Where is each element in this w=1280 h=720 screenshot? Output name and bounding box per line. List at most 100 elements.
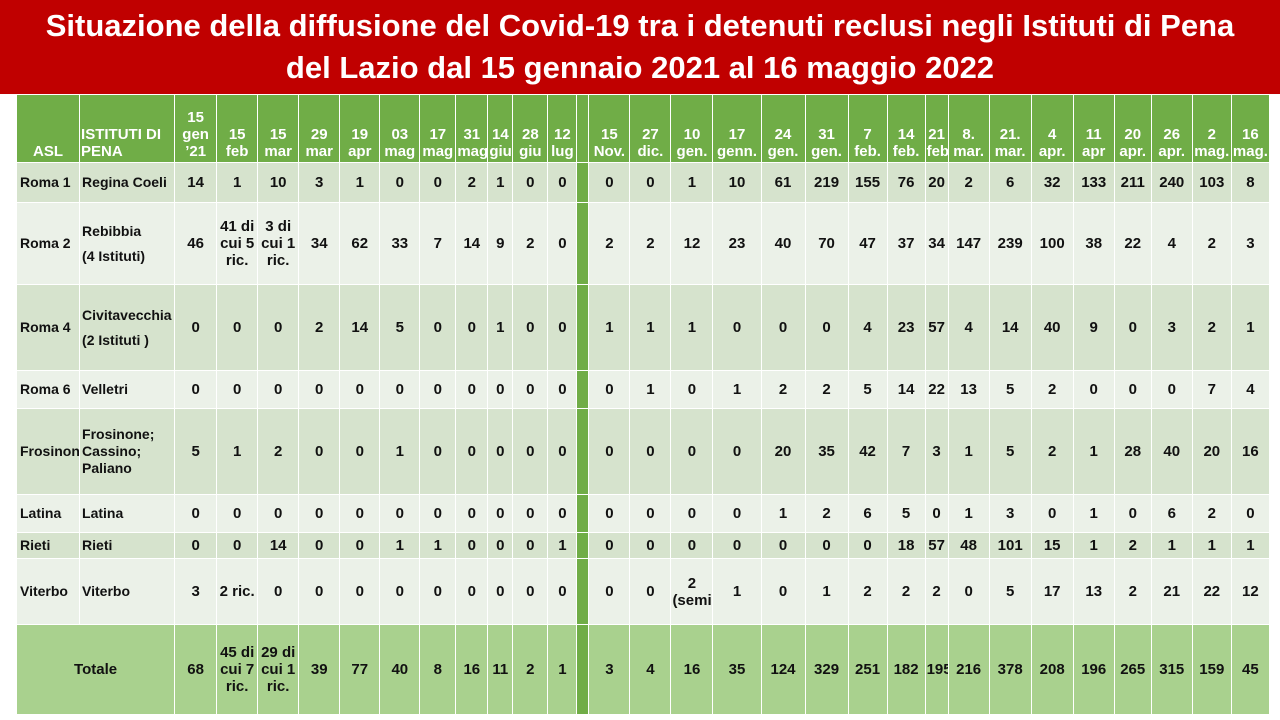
value-cell: 2 (804, 370, 849, 409)
value-cell: 0 (298, 558, 341, 625)
value-cell: 0 (1030, 494, 1074, 533)
header-date: 31 gen. (804, 94, 849, 163)
value-cell: 0 (487, 408, 514, 495)
value-cell: 2 (804, 494, 849, 533)
value-cell: 0 (216, 370, 259, 409)
header-date: 15 feb (216, 94, 259, 163)
value-cell: 3 (174, 558, 218, 625)
value-cell: 14 (339, 284, 381, 371)
value-cell: 22 (1191, 558, 1232, 625)
table-row: Viterbo Viterbo 3 2 ric. 0 0 0 0 0 0 0 0 0 0 0 2 (semil… (15, 558, 1271, 625)
value-cell: 0 (455, 370, 489, 409)
value-cell: 10 (712, 162, 762, 203)
value-cell: 57 (924, 532, 949, 559)
value-cell: 0 (1072, 370, 1115, 409)
value-cell: 48 (947, 532, 990, 559)
column-separator (576, 532, 590, 559)
value-cell: 4 (1150, 202, 1193, 285)
total-value: 195 (924, 624, 949, 715)
value-cell: 0 (174, 284, 218, 371)
value-cell: 0 (1113, 370, 1152, 409)
value-cell: 0 (174, 494, 218, 533)
value-cell: 0 (419, 370, 457, 409)
total-value: 11 (487, 624, 514, 715)
value-cell: 0 (216, 494, 259, 533)
value-cell: 0 (547, 370, 578, 409)
value-cell: 1 (588, 284, 631, 371)
istituto-name: Rebibbia (82, 222, 142, 239)
value-cell: 0 (547, 202, 578, 285)
value-cell: 0 (547, 162, 578, 203)
value-cell: 4 (947, 284, 990, 371)
value-cell: 0 (712, 408, 762, 495)
column-separator (576, 162, 590, 203)
value-cell: 40 (1150, 408, 1193, 495)
total-value: 196 (1072, 624, 1115, 715)
total-value: 124 (760, 624, 806, 715)
row-asl: Roma 2 (15, 202, 81, 285)
value-cell: 62 (339, 202, 381, 285)
value-cell: 0 (379, 370, 421, 409)
value-cell: 2 (760, 370, 806, 409)
total-value: 16 (455, 624, 489, 715)
row-asl: Roma 6 (15, 370, 81, 409)
value-cell: 0 (257, 284, 300, 371)
value-cell: 0 (339, 408, 381, 495)
value-cell: 2 (847, 558, 888, 625)
value-cell: 1 (216, 162, 259, 203)
value-cell: 2 (1113, 532, 1152, 559)
value-cell: 1 (670, 162, 714, 203)
column-separator (576, 370, 590, 409)
value-cell: 28 (1113, 408, 1152, 495)
column-separator (576, 408, 590, 495)
value-cell: 15 (1030, 532, 1074, 559)
value-cell: 0 (947, 558, 990, 625)
value-cell: 103 (1191, 162, 1232, 203)
value-cell: 0 (379, 494, 421, 533)
value-cell: 40 (760, 202, 806, 285)
value-cell: 18 (886, 532, 926, 559)
value-cell: 2 (1191, 494, 1232, 533)
value-cell: 14 (257, 532, 300, 559)
value-cell: 0 (804, 532, 849, 559)
header-date: 7 feb. (847, 94, 888, 163)
value-cell: 22 (1113, 202, 1152, 285)
total-value: 315 (1150, 624, 1193, 715)
value-cell: 2 (1191, 202, 1232, 285)
header-date: 14 giu (487, 94, 514, 163)
total-value: 159 (1191, 624, 1232, 715)
value-cell: 2 (924, 558, 949, 625)
value-cell: 0 (339, 370, 381, 409)
header-date: 8. mar. (947, 94, 990, 163)
value-cell: 37 (886, 202, 926, 285)
value-cell: 5 (988, 370, 1032, 409)
header-date: 16 mag. (1230, 94, 1271, 163)
value-cell: 0 (339, 532, 381, 559)
header-date: 10 gen. (670, 94, 714, 163)
value-cell: 1 (487, 284, 514, 371)
value-cell: 3 di cui 1 ric. (257, 202, 300, 285)
total-label: Totale (15, 624, 176, 715)
value-cell: 0 (712, 532, 762, 559)
total-value: 39 (298, 624, 341, 715)
header-date: 14 feb. (886, 94, 926, 163)
total-value: 8 (419, 624, 457, 715)
value-cell: 0 (847, 532, 888, 559)
value-cell: 17 (1030, 558, 1074, 625)
value-cell: 0 (760, 558, 806, 625)
value-cell: 1 (216, 408, 259, 495)
value-cell: 0 (670, 370, 714, 409)
value-cell: 0 (419, 408, 457, 495)
value-cell: 46 (174, 202, 218, 285)
value-cell: 5 (988, 558, 1032, 625)
value-cell: 42 (847, 408, 888, 495)
value-cell: 0 (924, 494, 949, 533)
column-separator (576, 284, 590, 371)
row-istituti: Frosinone; Cassino; Paliano (79, 408, 176, 495)
value-cell: 0 (419, 162, 457, 203)
row-asl: Roma 1 (15, 162, 81, 203)
value-cell: 0 (216, 532, 259, 559)
value-cell: 1 (1150, 532, 1193, 559)
covid-detenuti-table: ASL ISTITUTI DI PENA 15 gen ’21 15 feb 15 ma… (15, 94, 1271, 715)
total-value: 329 (804, 624, 849, 715)
